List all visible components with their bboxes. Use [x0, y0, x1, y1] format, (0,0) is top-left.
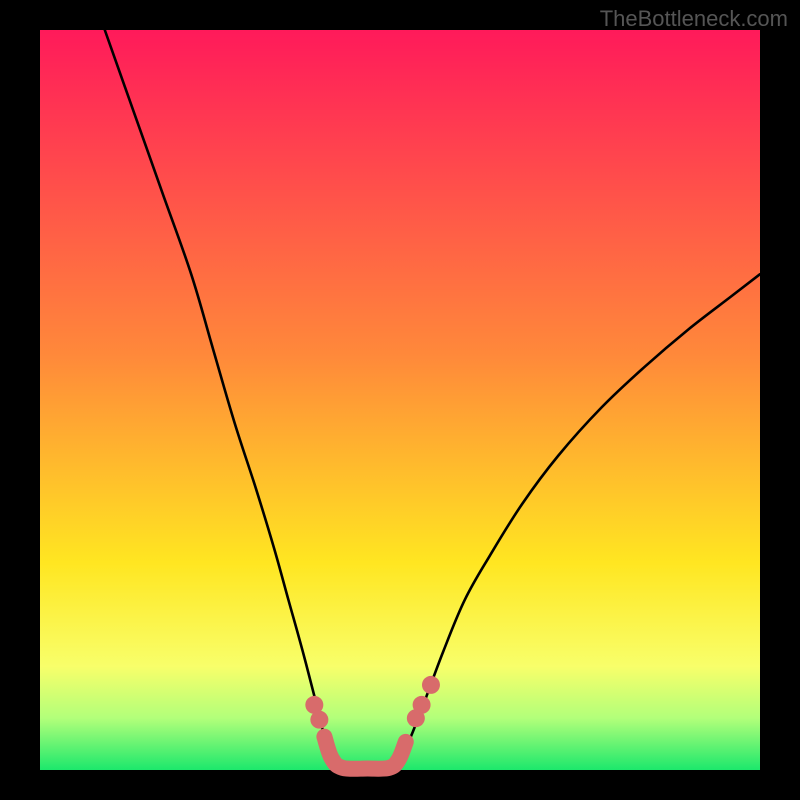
highlight-dot — [413, 696, 431, 714]
highlight-dot — [310, 711, 328, 729]
chart-curves-svg — [40, 30, 760, 770]
curve-right — [393, 274, 760, 770]
curve-bottom-highlight — [324, 737, 405, 769]
curve-left — [105, 30, 339, 770]
watermark-text: TheBottleneck.com — [600, 6, 788, 32]
highlight-dot — [422, 676, 440, 694]
chart-plot-area — [40, 30, 760, 770]
